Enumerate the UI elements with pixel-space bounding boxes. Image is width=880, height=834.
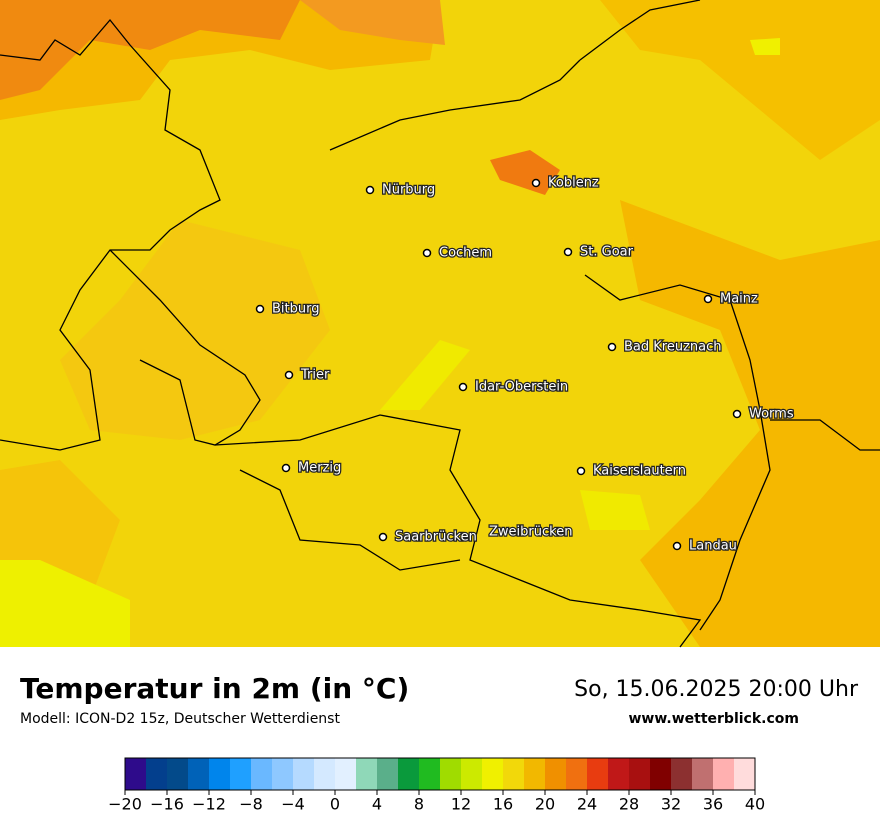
legend-tick-label: 12 (451, 795, 471, 814)
legend-tick-label: 40 (745, 795, 765, 814)
city-label: Trier (300, 368, 330, 383)
legend-tick-label: −8 (239, 795, 263, 814)
legend-swatch (356, 758, 377, 790)
city-label: Bitburg (272, 302, 320, 317)
city-label: Zweibrücken (489, 525, 572, 540)
legend-tick-label: −12 (192, 795, 226, 814)
legend-swatch (545, 758, 566, 790)
legend-tick-label: 16 (493, 795, 513, 814)
legend-swatch (524, 758, 545, 790)
model-info: Modell: ICON-D2 15z, Deutscher Wetterdie… (20, 711, 340, 727)
legend-swatch (209, 758, 230, 790)
legend-tick-label: 8 (414, 795, 424, 814)
city-label: Mainz (720, 292, 758, 307)
city-dot (563, 247, 573, 257)
city-dot (576, 466, 586, 476)
legend-tick-label: −4 (281, 795, 305, 814)
city-label: Bad Kreuznach (624, 340, 722, 355)
legend-swatch (188, 758, 209, 790)
legend-tick-label: 0 (330, 795, 340, 814)
legend-swatch (419, 758, 440, 790)
legend-swatch (482, 758, 503, 790)
city-dot (531, 178, 541, 188)
city-dot (703, 294, 713, 304)
legend-swatch (146, 758, 167, 790)
city-layer: Nürburg Koblenz Cochem St. Goar Mainz Bitburg… (255, 174, 795, 555)
legend-tick-label: 28 (619, 795, 639, 814)
legend-swatch (566, 758, 587, 790)
legend-swatch (671, 758, 692, 790)
city-label: Merzig (298, 461, 341, 476)
legend-swatch (608, 758, 629, 790)
legend-tick-label: 20 (535, 795, 555, 814)
city-dot (732, 409, 742, 419)
city-dot (365, 185, 375, 195)
city-dot (255, 304, 265, 314)
city-label: Landau (689, 539, 737, 554)
city-label: Saarbrücken (395, 530, 477, 545)
city-label: Worms (749, 407, 794, 422)
legend-tick-label: 4 (372, 795, 382, 814)
legend-swatch (251, 758, 272, 790)
legend-tick-label: −16 (150, 795, 184, 814)
map-title: Temperatur in 2m (in °C) (20, 672, 409, 705)
legend-swatch (125, 758, 146, 790)
city-label: Nürburg (382, 183, 435, 198)
legend-swatch (377, 758, 398, 790)
legend-swatch (650, 758, 671, 790)
city-dot (378, 532, 388, 542)
legend-tick-label: 32 (661, 795, 681, 814)
legend-swatch (314, 758, 335, 790)
city-dot (458, 382, 468, 392)
city-label: St. Goar (580, 245, 634, 260)
legend-swatch (293, 758, 314, 790)
city-dot (672, 541, 682, 551)
city-dot (284, 370, 294, 380)
city-dot (422, 248, 432, 258)
map (0, 0, 880, 648)
legend-swatch (335, 758, 356, 790)
legend-swatch (461, 758, 482, 790)
website: www.wetterblick.com (629, 711, 800, 727)
legend-swatch (629, 758, 650, 790)
legend-swatch (230, 758, 251, 790)
legend-swatch (272, 758, 293, 790)
legend-frame (124, 757, 756, 791)
city-dot (607, 342, 617, 352)
legend-swatch (398, 758, 419, 790)
city-label: Kaiserslautern (593, 464, 686, 479)
legend-swatch (440, 758, 461, 790)
legend-tick-label: 36 (703, 795, 723, 814)
city-label: Idar-Oberstein (475, 380, 568, 395)
color-legend: −20 −16 −12 −8 −4 0 4 8 12 16 20 24 28 32 36 40 (108, 757, 765, 814)
legend-swatch (692, 758, 713, 790)
legend-tick-label: 24 (577, 795, 597, 814)
legend-tick-label: −20 (108, 795, 142, 814)
legend-swatch (587, 758, 608, 790)
valid-date: So, 15.06.2025 20:00 Uhr (574, 677, 859, 702)
legend-swatch (713, 758, 734, 790)
legend-swatch (734, 758, 755, 790)
city-dot (281, 463, 291, 473)
legend-swatch (167, 758, 188, 790)
city-label: Cochem (439, 246, 492, 261)
city-label: Koblenz (548, 176, 599, 191)
legend-swatch (503, 758, 524, 790)
